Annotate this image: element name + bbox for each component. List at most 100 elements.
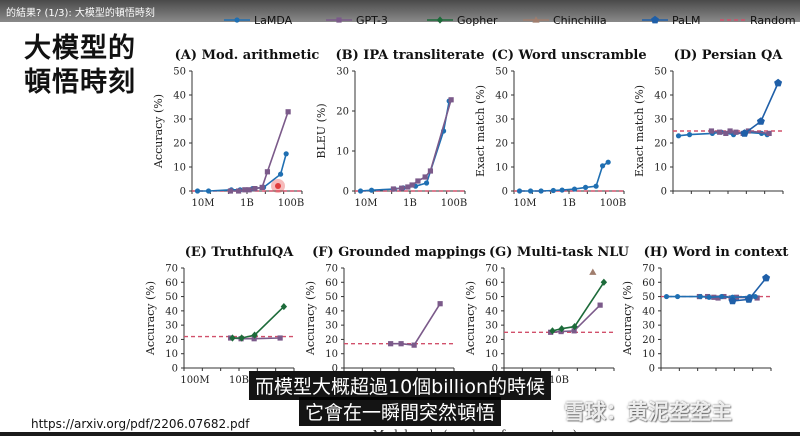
data-point-lamda — [582, 184, 589, 190]
data-point-lamda — [718, 293, 725, 300]
data-point-gopher — [251, 331, 258, 339]
y-tick-label: 20 — [165, 335, 178, 346]
y-tick-label: 10 — [165, 349, 178, 360]
y-axis-label: Accuracy (%) — [152, 94, 165, 169]
y-tick-label: 30 — [325, 321, 338, 332]
data-point-lamda — [674, 293, 681, 300]
side-title: 大模型的 頓悟時刻 — [24, 32, 144, 100]
data-point-lamda — [368, 187, 375, 193]
data-point-gpt-3 — [398, 341, 404, 347]
y-axis-label: Accuracy (%) — [144, 281, 157, 356]
chart-title: (H) Word in context — [644, 245, 789, 260]
data-point-gopher — [280, 302, 288, 311]
y-tick-label: 40 — [495, 91, 508, 102]
y-tick-label: 50 — [173, 67, 186, 78]
chart-title: (A) Mod. arithmetic — [175, 48, 320, 63]
data-point-palm — [744, 295, 753, 303]
y-tick-label: 40 — [642, 306, 655, 317]
y-tick-label: 30 — [165, 321, 178, 332]
data-point-lamda — [194, 188, 201, 194]
legend-label-random: Random — [750, 14, 796, 27]
y-tick-label: 20 — [173, 139, 186, 150]
y-tick-label: 10 — [336, 147, 349, 158]
data-point-gopher — [229, 334, 236, 342]
data-point-lamda — [423, 180, 430, 186]
x-tick-label: 100M — [180, 375, 209, 386]
data-point-gpt-3 — [251, 336, 257, 342]
data-point-gpt-3 — [388, 341, 394, 347]
data-point-gpt-3 — [708, 128, 715, 134]
data-point-lamda — [550, 187, 556, 194]
chart-panel-3: (C) Word unscramble 0 10 20 30 40 50 10M 1B 100B E… — [474, 48, 647, 209]
y-tick-label: 10 — [173, 163, 186, 174]
data-point-gpt-3 — [422, 174, 428, 180]
data-point-gpt-3 — [437, 301, 443, 307]
x-tick-label: 1B — [403, 198, 417, 209]
chart-title: (C) Word unscramble — [491, 48, 646, 63]
y-tick-label: 40 — [165, 306, 178, 317]
data-point-gpt-3 — [246, 187, 252, 193]
legend-label-palm: PaLM — [672, 14, 701, 27]
x-tick-label: 10B — [549, 375, 569, 386]
y-tick-label: 40 — [325, 306, 338, 317]
data-point-lamda — [571, 186, 578, 192]
series-line-lamda — [666, 295, 756, 299]
side-title-line-2: 頓悟時刻 — [24, 67, 136, 98]
y-tick-label: 50 — [495, 67, 508, 78]
legend-marker-lamda — [234, 17, 240, 23]
series-line-gopher — [552, 281, 605, 332]
y-axis-label: Accuracy (%) — [304, 281, 317, 356]
subtitle-line-1: 而模型大概超過10個billion的時候 — [248, 371, 552, 400]
y-tick-label: 70 — [325, 264, 338, 275]
chart-panel-2: (B) IPA transliterate 0 10 20 30 10M 1B 100B BLE… — [315, 48, 485, 209]
data-point-gpt-3 — [242, 187, 248, 193]
series-line-gpt-3 — [230, 111, 289, 192]
chart-title: (F) Grounded mappings — [312, 245, 486, 260]
legend-marker-gpt-3 — [336, 17, 342, 23]
x-tick-label: 100B — [600, 198, 626, 209]
video-progress-bar[interactable] — [0, 432, 800, 436]
x-tick-label: 10M — [514, 198, 537, 209]
x-tick-label: 100B — [441, 198, 467, 209]
series-line-gpt-3 — [390, 303, 441, 346]
data-point-gpt-3 — [733, 129, 739, 135]
y-tick-label: 50 — [325, 292, 338, 303]
legend-marker-gopher — [436, 16, 444, 24]
data-point-lamda — [527, 188, 534, 194]
data-point-lamda — [675, 133, 682, 139]
watermark: 雪球：黄泥垄垄主 — [564, 400, 732, 424]
y-tick-label: 40 — [654, 91, 667, 102]
data-point-gpt-3 — [427, 168, 434, 174]
y-tick-label: 50 — [654, 67, 667, 78]
y-tick-label: 40 — [173, 91, 186, 102]
paper-url[interactable]: https://arxiv.org/pdf/2206.07682.pdf — [28, 417, 253, 431]
y-axis-label: Accuracy (%) — [464, 281, 477, 356]
y-tick-label: 30 — [173, 115, 186, 126]
data-point-gpt-3 — [285, 109, 291, 115]
x-tick-label: 100B — [278, 198, 304, 209]
chart-legend: LaMDA GPT-3 Gopher Chinchilla PaLM Random — [224, 14, 796, 27]
y-tick-label: 20 — [485, 335, 498, 346]
legend-label-lamda: LaMDA — [254, 14, 293, 27]
data-point-lamda — [663, 293, 670, 300]
data-point-lamda — [686, 132, 693, 138]
data-point-gpt-3 — [227, 188, 234, 194]
y-tick-label: 50 — [165, 292, 178, 303]
side-title-line-1: 大模型的 — [24, 33, 136, 64]
data-point-lamda — [605, 159, 611, 165]
y-tick-label: 20 — [325, 335, 338, 346]
data-point-palm — [762, 273, 771, 282]
data-point-gpt-3 — [448, 97, 454, 103]
y-tick-label: 30 — [495, 115, 508, 126]
legend-label-gopher: Gopher — [457, 14, 498, 27]
data-point-lamda — [599, 163, 606, 169]
chart-title: (E) TruthfulQA — [185, 245, 295, 260]
data-point-gpt-3 — [277, 335, 283, 341]
data-point-gpt-3 — [411, 342, 417, 348]
series-line-gopher — [232, 306, 285, 339]
series-line-gpt-3 — [550, 304, 601, 334]
data-point-lamda — [697, 293, 703, 300]
y-tick-label: 50 — [485, 292, 498, 303]
x-tick-label: 1B — [240, 198, 254, 209]
y-tick-label: 10 — [325, 349, 338, 360]
